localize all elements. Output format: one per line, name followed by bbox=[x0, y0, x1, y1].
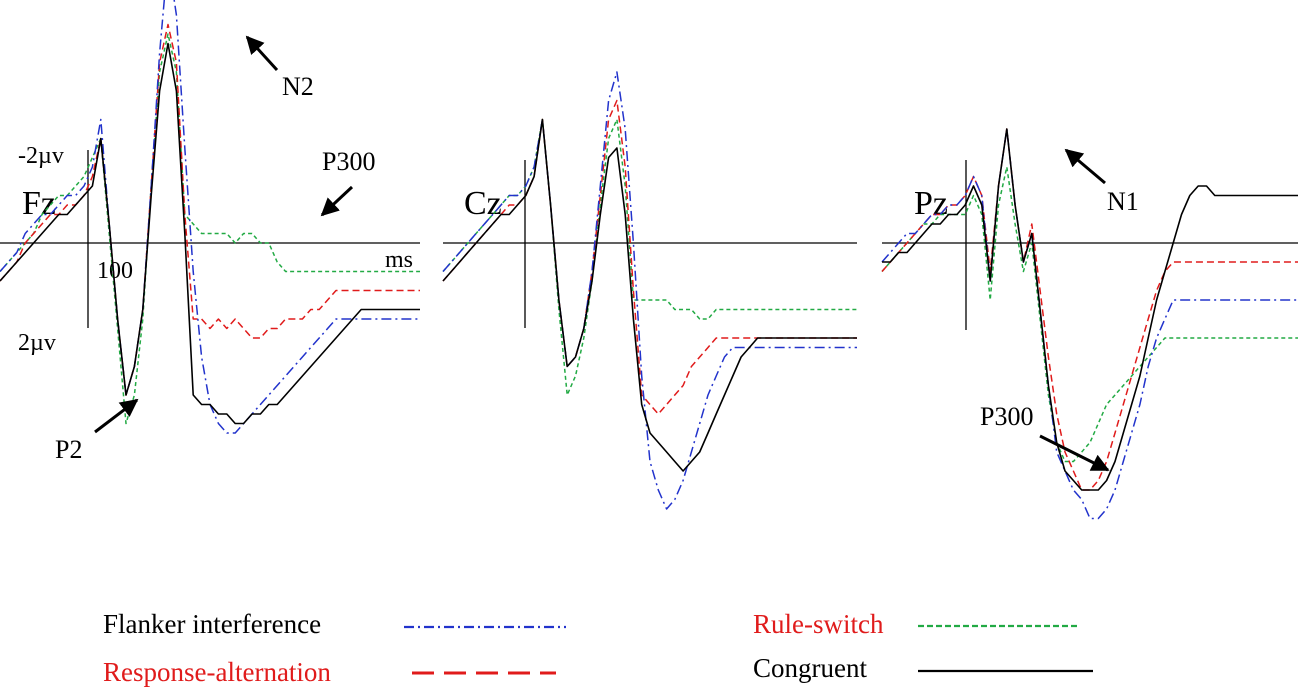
annotation-p300-pz: P300 bbox=[980, 402, 1033, 431]
legend-label: Response-alternation bbox=[103, 657, 331, 687]
arrow-p300-fz bbox=[320, 185, 354, 217]
series-line-pz-congruent bbox=[882, 128, 1298, 491]
series-line-fz-flanker-interference bbox=[0, 0, 420, 434]
y-bottom-label: 2µv bbox=[18, 330, 56, 356]
x-unit-label: ms bbox=[385, 247, 413, 273]
series-line-cz-rule-switch bbox=[442, 118, 857, 396]
series-line-cz-congruent bbox=[442, 118, 857, 472]
legend-label: Congruent bbox=[753, 653, 867, 683]
series-line-fz-congruent bbox=[0, 42, 420, 425]
series-line-fz-response-alternation bbox=[0, 23, 420, 396]
legend-item-rule-switch: Rule-switch bbox=[753, 609, 1080, 639]
legend-item-flanker-interference: Flanker interference bbox=[103, 609, 566, 639]
legend-item-congruent: Congruent bbox=[753, 653, 1093, 683]
series-group-pz bbox=[881, 128, 1298, 520]
legend-item-response-alternation: Response-alternation bbox=[103, 657, 556, 687]
electrode-label-fz: Fz bbox=[22, 185, 56, 222]
panel-fz: Fz -2µv 2µv 100 ms N2 P300 P2 bbox=[0, 0, 420, 464]
x-tick-label: 100 bbox=[97, 258, 133, 284]
legend-label: Rule-switch bbox=[753, 609, 884, 639]
series-line-pz-rule-switch bbox=[881, 166, 1298, 463]
arrow-n2 bbox=[245, 35, 279, 72]
series-group-cz bbox=[442, 71, 857, 510]
series-line-pz-flanker-interference bbox=[881, 128, 1298, 520]
series-group-fz bbox=[0, 0, 420, 434]
series-line-cz-flanker-interference bbox=[442, 71, 857, 510]
arrow-p2 bbox=[94, 398, 139, 434]
series-line-fz-rule-switch bbox=[0, 33, 420, 425]
annotation-p2: P2 bbox=[55, 435, 82, 464]
arrow-n1 bbox=[1064, 148, 1106, 185]
panel-pz: Pz N1 P300 bbox=[881, 128, 1298, 520]
arrow-p300-pz bbox=[1039, 434, 1110, 472]
legend: Flanker interference Response-alternatio… bbox=[103, 609, 1093, 687]
panel-cz: Cz bbox=[442, 71, 857, 510]
series-line-cz-response-alternation bbox=[442, 99, 857, 415]
y-top-label: -2µv bbox=[18, 143, 64, 169]
annotation-n1: N1 bbox=[1107, 187, 1139, 216]
annotation-n2: N2 bbox=[282, 72, 314, 101]
electrode-label-cz: Cz bbox=[464, 185, 502, 222]
annotation-p300-fz: P300 bbox=[322, 147, 375, 176]
legend-label: Flanker interference bbox=[103, 609, 321, 639]
series-line-pz-response-alternation bbox=[881, 128, 1298, 491]
